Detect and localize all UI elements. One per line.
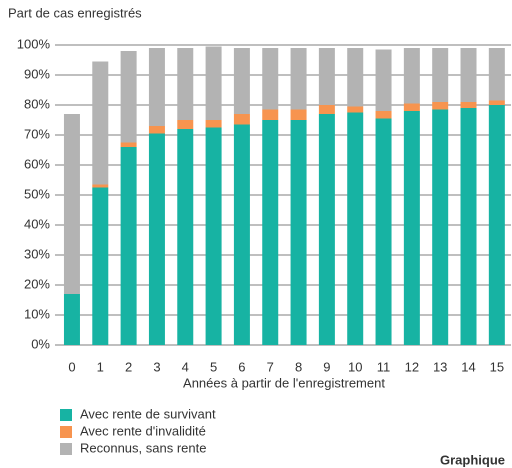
bar-segment	[432, 102, 449, 110]
bar-segment	[63, 114, 80, 294]
x-tick-label: 12	[405, 359, 419, 374]
bar-segment	[403, 48, 420, 104]
x-tick-label: 14	[461, 359, 475, 374]
y-tick-label: 60%	[24, 156, 50, 171]
legend-label: Reconnus, sans rente	[80, 440, 206, 455]
legend-swatch	[60, 426, 72, 438]
y-tick-label: 0%	[31, 336, 50, 351]
bar-segment	[205, 120, 222, 128]
x-tick-label: 10	[348, 359, 362, 374]
x-tick-label: 5	[210, 359, 217, 374]
bar-segment	[120, 147, 137, 345]
x-tick-label: 8	[295, 359, 302, 374]
x-tick-label: 13	[433, 359, 447, 374]
y-tick-label: 90%	[24, 66, 50, 81]
y-tick-label: 10%	[24, 306, 50, 321]
x-axis-title: Années à partir de l'enregistrement	[183, 375, 385, 390]
bar-segment	[92, 61, 109, 185]
bar-segment	[148, 48, 165, 126]
bar-segment	[318, 114, 335, 345]
x-tick-label: 15	[490, 359, 504, 374]
bar-segment	[177, 48, 194, 120]
y-tick-label: 20%	[24, 276, 50, 291]
x-tick-label: 11	[377, 359, 391, 374]
bar-segment	[403, 103, 420, 111]
bar-segment	[318, 48, 335, 105]
bar-segment	[290, 120, 307, 345]
bar-segment	[347, 106, 364, 113]
bar-segment	[347, 112, 364, 345]
bar-segment	[375, 49, 392, 111]
bar-segment	[205, 46, 222, 120]
bar-segment	[262, 48, 279, 110]
bar-segment	[92, 184, 109, 188]
bar-segment	[233, 114, 250, 125]
y-tick-label: 40%	[24, 216, 50, 231]
legend-swatch	[60, 443, 72, 455]
x-tick-label: 6	[238, 359, 245, 374]
bar-segment	[205, 127, 222, 345]
bar-segment	[460, 48, 477, 102]
bar-segment	[148, 126, 165, 134]
y-tick-label: 80%	[24, 96, 50, 111]
x-tick-label: 2	[125, 359, 132, 374]
bar-segment	[262, 109, 279, 120]
bar-segment	[347, 48, 364, 107]
y-tick-label: 50%	[24, 186, 50, 201]
bar-segment	[290, 109, 307, 120]
bar-segment	[148, 133, 165, 345]
x-tick-label: 9	[323, 359, 330, 374]
bar-segment	[488, 100, 505, 105]
x-tick-label: 4	[182, 359, 189, 374]
legend-label: Avec rente de survivant	[80, 406, 216, 421]
legend-label: Avec rente d'invalidité	[80, 423, 206, 438]
bar-segment	[403, 111, 420, 345]
bar-segment	[262, 120, 279, 345]
y-axis-title: Part de cas enregistrés	[8, 5, 142, 20]
caption: Graphique	[440, 452, 505, 467]
legend-swatch	[60, 409, 72, 421]
bar-segment	[375, 118, 392, 345]
bar-segment	[488, 48, 505, 101]
bar-segment	[177, 129, 194, 345]
x-tick-label: 0	[68, 359, 75, 374]
bar-segment	[432, 109, 449, 345]
bar-segment	[318, 105, 335, 114]
bar-segment	[432, 48, 449, 102]
bar-segment	[460, 108, 477, 345]
bar-segment	[233, 124, 250, 345]
y-tick-label: 30%	[24, 246, 50, 261]
bar-segment	[63, 294, 80, 345]
bar-segment	[290, 48, 307, 110]
bar-segment	[177, 120, 194, 129]
y-tick-label: 100%	[17, 36, 51, 51]
x-tick-label: 1	[97, 359, 104, 374]
bar-segment	[120, 142, 137, 147]
x-tick-label: 3	[153, 359, 160, 374]
bar-segment	[375, 111, 392, 119]
x-tick-label: 7	[267, 359, 274, 374]
bar-segment	[92, 187, 109, 345]
y-tick-label: 70%	[24, 126, 50, 141]
bar-segment	[120, 51, 137, 143]
bar-segment	[488, 105, 505, 345]
bar-segment	[233, 48, 250, 114]
bar-segment	[460, 102, 477, 108]
